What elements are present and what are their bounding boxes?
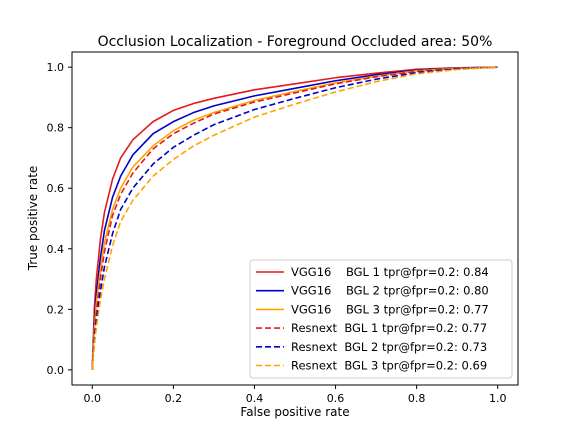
x-tick-label: 1.0 [489, 392, 507, 405]
legend: VGG16 BGL 1 tpr@fpr=0.2: 0.84 VGG16 BGL 2… [249, 259, 513, 379]
y-tick-label: 0.8 [47, 122, 65, 135]
legend-label-5: Resnext BGL 2 tpr@fpr=0.2: 0.73 [291, 340, 487, 354]
x-tick-label: 0.0 [84, 392, 102, 405]
legend-label-4: Resnext BGL 1 tpr@fpr=0.2: 0.77 [291, 321, 487, 335]
y-tick-label: 0.6 [47, 182, 65, 195]
legend-box [249, 259, 513, 379]
y-tick-label: 1.0 [47, 61, 65, 74]
x-axis-label: False positive rate [240, 405, 349, 419]
series-line-4 [91, 66, 498, 370]
series-line-5 [91, 66, 498, 370]
x-axis: 0.0 0.2 0.4 0.6 0.8 1.0 [84, 385, 507, 405]
y-axis: 0.0 0.2 0.4 0.6 0.8 1.0 [47, 61, 72, 377]
series-line-2 [91, 66, 498, 370]
series-line-6 [91, 66, 498, 370]
x-tick-label: 0.6 [327, 392, 345, 405]
x-tick-label: 0.8 [408, 392, 426, 405]
y-axis-label: True positive rate [26, 166, 40, 272]
legend-label-3: VGG16 BGL 3 tpr@fpr=0.2: 0.77 [291, 302, 489, 316]
plot-frame [71, 51, 519, 386]
legend-label-2: VGG16 BGL 2 tpr@fpr=0.2: 0.80 [291, 284, 489, 298]
legend-items: VGG16 BGL 1 tpr@fpr=0.2: 0.84 VGG16 BGL 2… [256, 265, 489, 373]
y-tick-label: 0.4 [47, 243, 65, 256]
chart-title: Occlusion Localization - Foreground Occl… [98, 34, 493, 50]
series-line-1 [91, 66, 498, 370]
y-tick-label: 0.2 [47, 303, 65, 316]
series-layer [91, 66, 498, 370]
y-tick-label: 0.0 [47, 364, 65, 377]
legend-label-6: Resnext BGL 3 tpr@fpr=0.2: 0.69 [291, 359, 487, 373]
plot-area [71, 51, 519, 386]
legend-label-1: VGG16 BGL 1 tpr@fpr=0.2: 0.84 [291, 265, 489, 279]
x-tick-label: 0.4 [246, 392, 264, 405]
x-tick-label: 0.2 [165, 392, 183, 405]
